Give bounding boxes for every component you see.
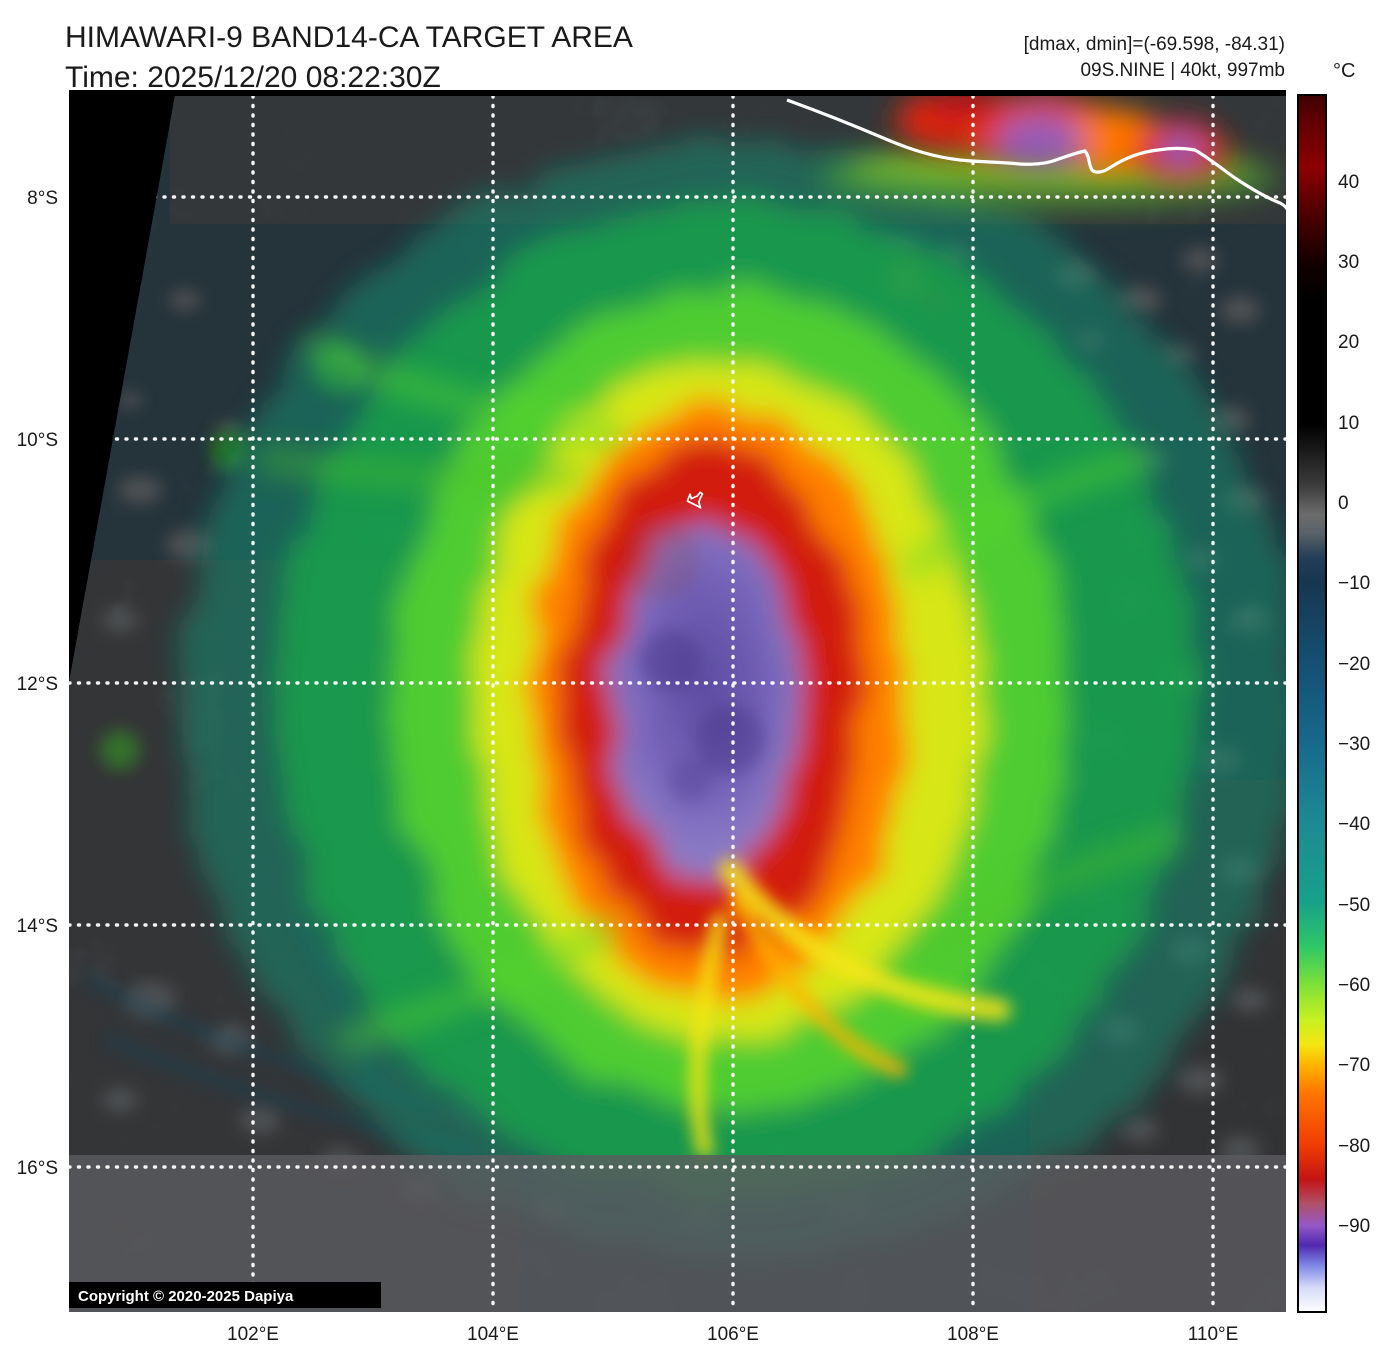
svg-text:0: 0: [1338, 493, 1349, 514]
svg-text:40: 40: [1338, 172, 1359, 193]
svg-text:106°E: 106°E: [707, 1324, 759, 1345]
svg-text:−10: −10: [1338, 573, 1370, 594]
svg-text:−80: −80: [1338, 1136, 1370, 1157]
svg-text:10°S: 10°S: [17, 430, 58, 451]
svg-text:10: 10: [1338, 413, 1359, 434]
svg-text:110°E: 110°E: [1188, 1324, 1239, 1345]
svg-text:Copyright © 2020-2025 Dapiya: Copyright © 2020-2025 Dapiya: [78, 1288, 294, 1305]
svg-text:14°S: 14°S: [17, 916, 58, 937]
svg-text:16°S: 16°S: [17, 1158, 58, 1179]
svg-text:−30: −30: [1338, 734, 1370, 755]
svg-text:102°E: 102°E: [227, 1324, 279, 1345]
svg-text:−50: −50: [1338, 895, 1370, 916]
svg-text:30: 30: [1338, 252, 1359, 273]
svg-text:−40: −40: [1338, 814, 1370, 835]
svg-text:108°E: 108°E: [947, 1324, 999, 1345]
svg-text:104°E: 104°E: [467, 1324, 519, 1345]
svg-text:−60: −60: [1338, 975, 1370, 996]
svg-text:−20: −20: [1338, 654, 1370, 675]
svg-text:−70: −70: [1338, 1055, 1370, 1076]
svg-text:−90: −90: [1338, 1216, 1370, 1237]
svg-text:8°S: 8°S: [27, 188, 58, 209]
svg-text:12°S: 12°S: [17, 674, 58, 695]
svg-text:20: 20: [1338, 332, 1359, 353]
